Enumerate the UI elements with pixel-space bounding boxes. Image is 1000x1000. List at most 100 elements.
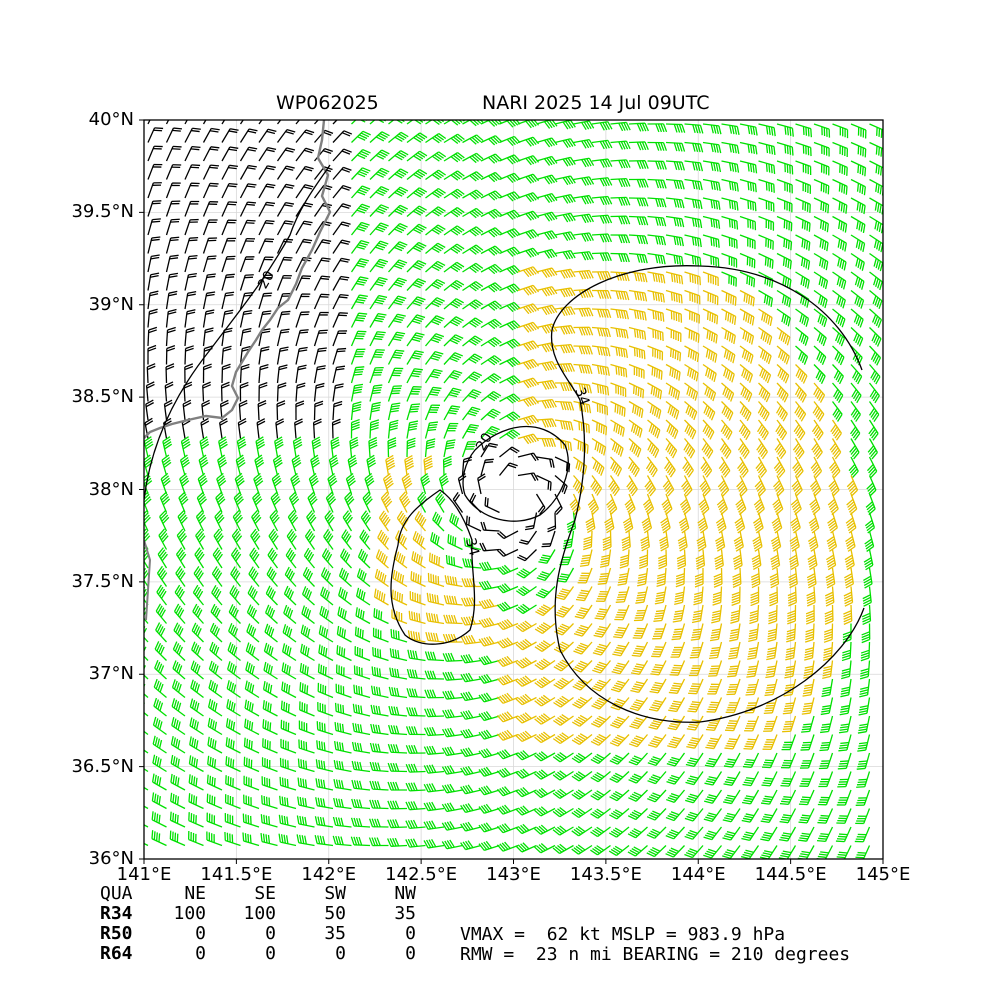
wind-barb (499, 446, 520, 458)
contour-20kt-outer (144, 164, 331, 501)
wind-barb (184, 182, 200, 199)
rmw-bearing-text: RMW = 23 n mi BEARING = 210 degrees (460, 944, 851, 965)
wind-barb (221, 363, 231, 384)
wind-barb (499, 246, 521, 257)
wind-barb (496, 655, 519, 668)
wind-barb (288, 491, 300, 513)
wind-barb (771, 512, 783, 534)
wind-barb (865, 493, 876, 516)
wind-barb (554, 287, 576, 298)
wind-barb (256, 418, 266, 439)
wind-barb (861, 604, 872, 626)
wind-barb (202, 273, 216, 291)
wind-barb (172, 641, 186, 661)
wind-barb (147, 236, 161, 254)
wind-barb (837, 771, 852, 788)
wind-barb (723, 752, 741, 768)
wind-barb (441, 802, 463, 813)
wind-barb (534, 640, 556, 652)
wind-barb (442, 690, 463, 700)
wind-barb (869, 197, 883, 215)
wind-barb (221, 273, 235, 291)
wind-barb (452, 491, 464, 513)
wind-barb (590, 752, 611, 765)
wind-barb (665, 289, 683, 304)
wind-barb (684, 271, 701, 286)
wind-barb (574, 604, 593, 619)
wind-barb (170, 792, 186, 810)
wind-barb (404, 455, 415, 476)
wind-barb (262, 681, 278, 699)
wind-barb (332, 347, 347, 365)
wind-barb (147, 163, 163, 180)
wind-barb (424, 421, 439, 439)
wind-barb (591, 121, 613, 131)
wind-barb (813, 327, 827, 347)
wind-barb (726, 678, 741, 696)
wind-barb (245, 661, 260, 680)
wind-barb (517, 247, 540, 258)
wind-barb (610, 215, 631, 225)
wind-barb (628, 289, 648, 302)
wind-barb (461, 597, 482, 607)
wind-barb (430, 532, 445, 551)
wind-barb (352, 722, 371, 736)
wind-barb (425, 133, 447, 144)
wind-barb (246, 623, 260, 643)
wind-barb (352, 703, 371, 717)
wind-barb (684, 401, 698, 421)
wind-barb (460, 803, 482, 814)
wind-barb (554, 456, 571, 473)
wind-barb (845, 512, 857, 534)
wind-barb (364, 472, 375, 495)
wind-barb (684, 363, 699, 382)
wind-barb (144, 436, 154, 458)
wind-barb (739, 197, 757, 212)
wind-barb (465, 515, 482, 532)
wind-barb (406, 205, 427, 217)
wind-barb (739, 345, 754, 364)
wind-barb (629, 715, 649, 730)
wind-barb (839, 697, 852, 716)
wind-barb (554, 212, 576, 223)
wind-barb (665, 308, 683, 323)
wind-barb (869, 178, 883, 196)
wind-barb (828, 475, 840, 497)
wind-barb (665, 826, 685, 840)
wind-barb (245, 642, 260, 662)
wind-barb (369, 120, 387, 125)
wind-barb (387, 800, 408, 810)
table-header-qua: QUA (100, 883, 133, 904)
wind-barb (496, 618, 519, 631)
wind-barb (405, 744, 426, 754)
wind-barb (498, 462, 518, 476)
wind-barb (665, 271, 684, 285)
wind-barb (686, 734, 704, 749)
wind-barb (802, 678, 815, 697)
wind-barb (299, 682, 315, 699)
wind-barb (258, 183, 276, 199)
wind-barb (776, 345, 790, 365)
wind-barb (610, 289, 630, 301)
wind-barb (314, 120, 319, 125)
wind-barb (647, 400, 662, 419)
wind-barb (534, 731, 556, 744)
wind-barb (667, 715, 686, 731)
wind-barb (235, 454, 246, 476)
wind-barb (206, 812, 223, 828)
wind-barb (460, 672, 482, 683)
wind-barb (192, 603, 204, 624)
wind-barb (144, 749, 149, 754)
wind-barb (388, 150, 409, 162)
wind-barb (611, 660, 630, 675)
wind-barb (353, 665, 371, 680)
wind-barb (630, 660, 649, 675)
wind-barb (184, 291, 197, 310)
wind-barb (258, 382, 268, 402)
wind-barb (350, 817, 371, 828)
wind-barb (848, 456, 859, 478)
wind-barb (221, 255, 236, 273)
wind-barb (832, 271, 847, 290)
wind-barb (388, 724, 408, 736)
wind-barb (702, 401, 716, 421)
